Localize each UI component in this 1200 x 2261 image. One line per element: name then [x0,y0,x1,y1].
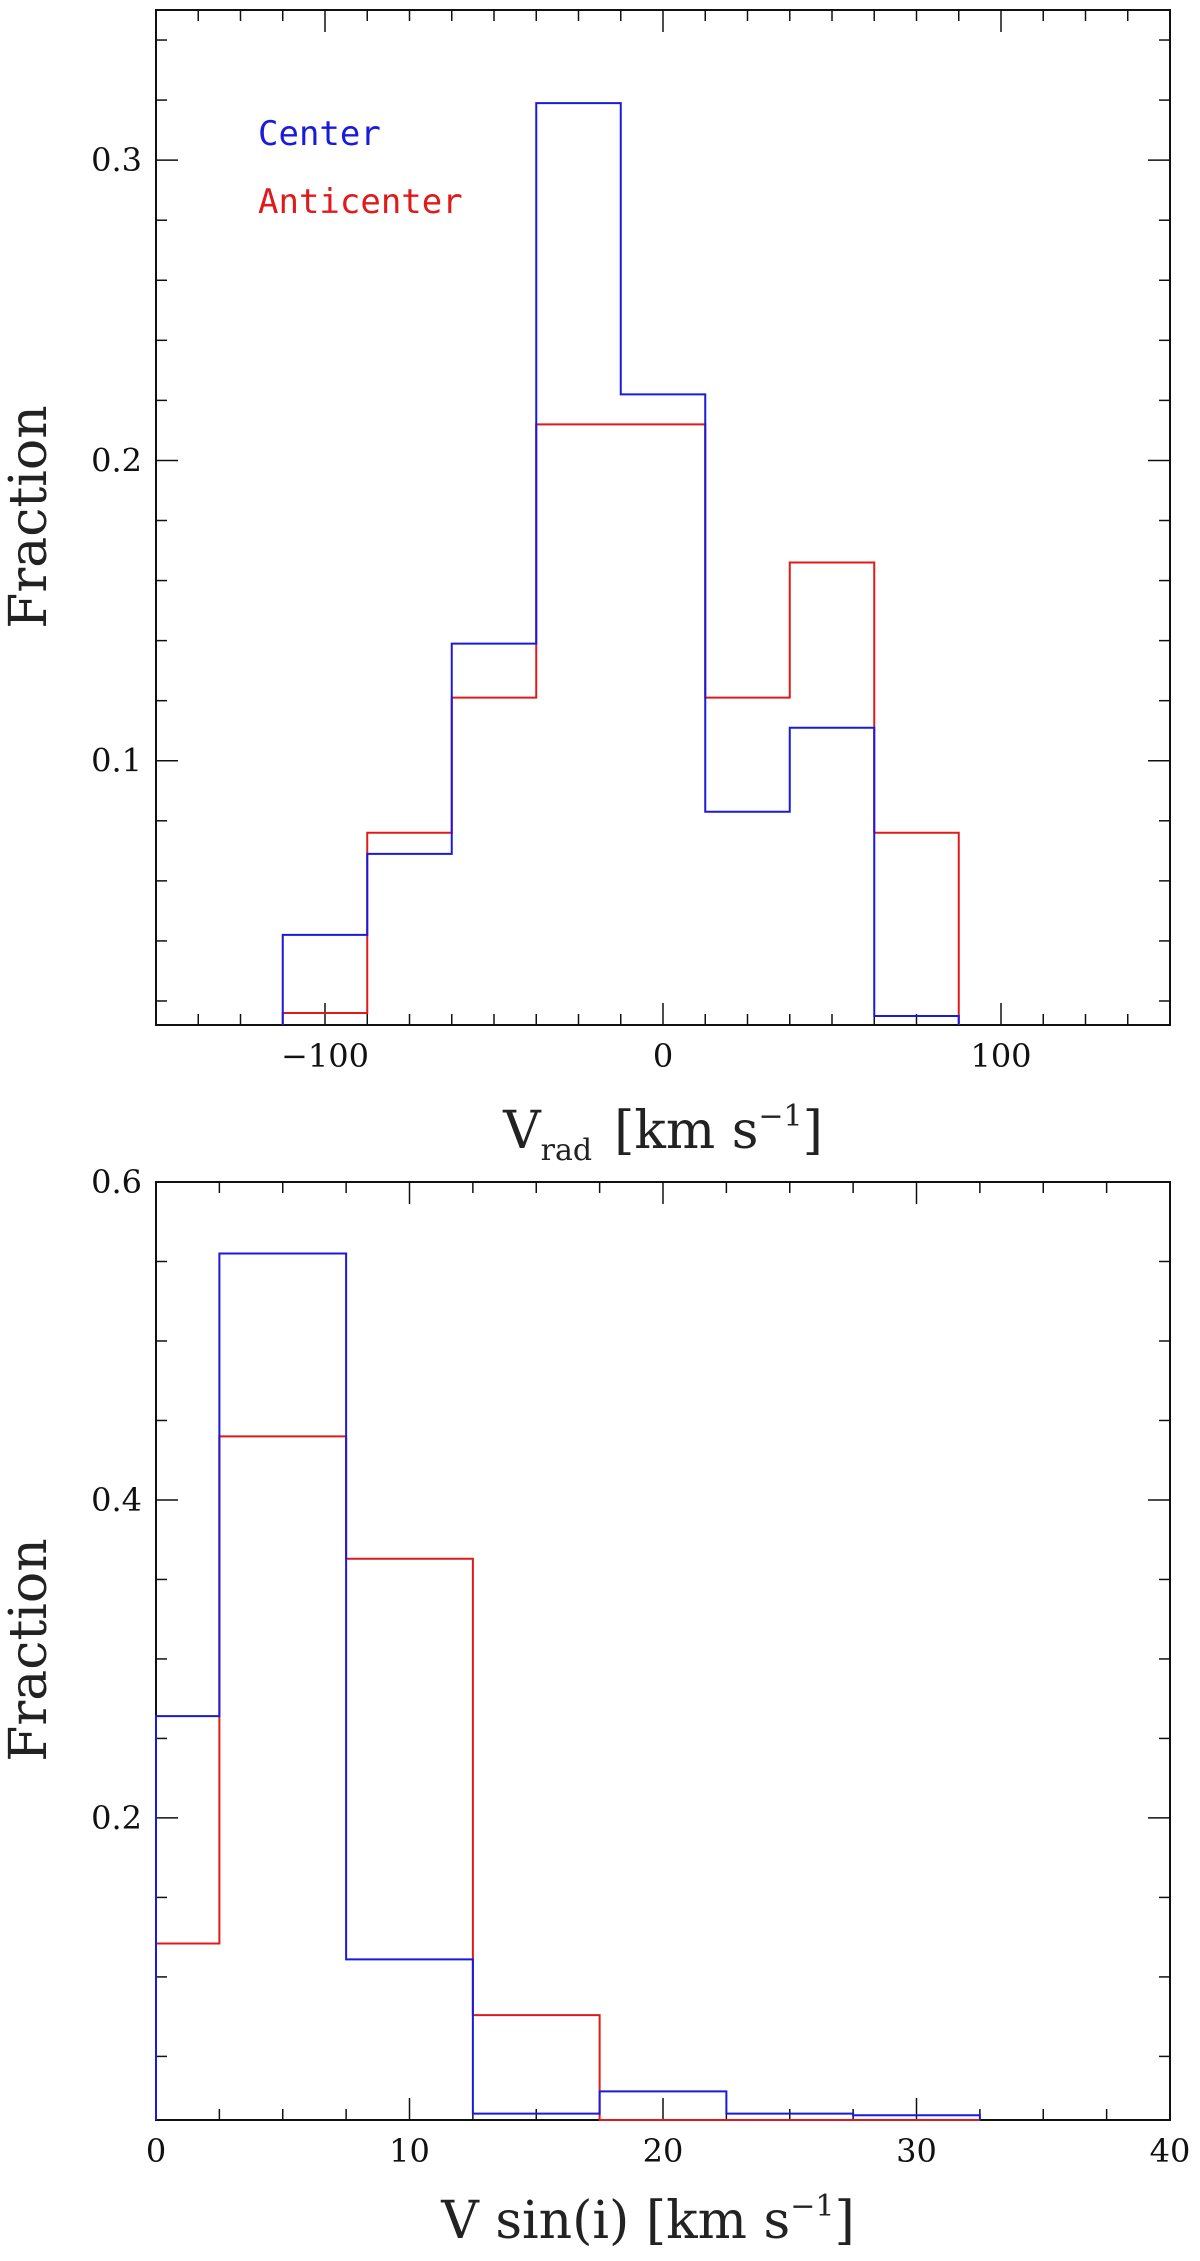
x-axis-title-exp: −1 [758,1099,802,1134]
x-tick-label: 10 [389,2132,430,2170]
x-axis-title-close: ] [834,2191,854,2251]
tick-marks [156,10,1170,1025]
histogram-center [281,102,960,1025]
tick-labels: −100 0 100 0.1 0.2 0.3 [91,141,1031,1075]
x-axis-title-close: ] [803,1101,823,1161]
x-axis-title: Vrad [km s−1] [502,1099,823,1168]
y-axis-title: Fraction [0,405,59,628]
histogram-center [155,1252,981,2120]
tick-marks [156,1182,1170,2120]
x-axis-title-sub: rad [541,1133,592,1168]
y-tick-label: 0.6 [91,1163,142,1201]
legend-entry-center: Center [258,114,381,154]
histogram-series [155,1252,981,2121]
y-tick-label: 0.2 [91,1799,142,1837]
x-axis-title-main: V sin(i) [km s [440,2191,790,2251]
x-tick-label: 20 [643,2132,684,2170]
plot-frame [155,1181,1171,2121]
y-tick-label: 0.4 [91,1481,142,1519]
radial-velocity-panel: −100 0 100 0.1 0.2 0.3 Center Anticenter Frac… [0,9,1171,1168]
x-axis-title: V sin(i) [km s−1] [440,2189,854,2251]
x-axis-title-exp: −1 [790,2189,834,2224]
plot-frame [155,9,1171,1026]
x-axis-title-main: V [502,1101,542,1161]
rotational-velocity-panel: 0 10 20 30 40 0.2 0.4 0.6 Fraction V sin(i) [km… [0,1163,1190,2251]
x-tick-label: −100 [281,1037,369,1075]
legend-entry-anticenter: Anticenter [258,182,463,222]
legend: Center Anticenter [258,114,463,222]
x-tick-label: 40 [1150,2132,1191,2170]
x-tick-label: 0 [653,1037,673,1075]
histogram-anticenter [155,1435,980,2121]
x-axis-title-units: [km s [614,1101,758,1161]
y-axis-title: Fraction [0,1538,59,1761]
x-tick-label: 30 [896,2132,937,2170]
y-tick-label: 0.2 [91,441,142,479]
y-tick-label: 0.1 [91,742,142,780]
y-tick-label: 0.3 [91,141,142,179]
histogram-series [281,102,960,1025]
x-tick-label: 0 [146,2132,166,2170]
x-tick-label: 100 [970,1037,1031,1075]
tick-labels: 0 10 20 30 40 0.2 0.4 0.6 [91,1163,1190,2170]
histogram-anticenter [281,423,960,1025]
